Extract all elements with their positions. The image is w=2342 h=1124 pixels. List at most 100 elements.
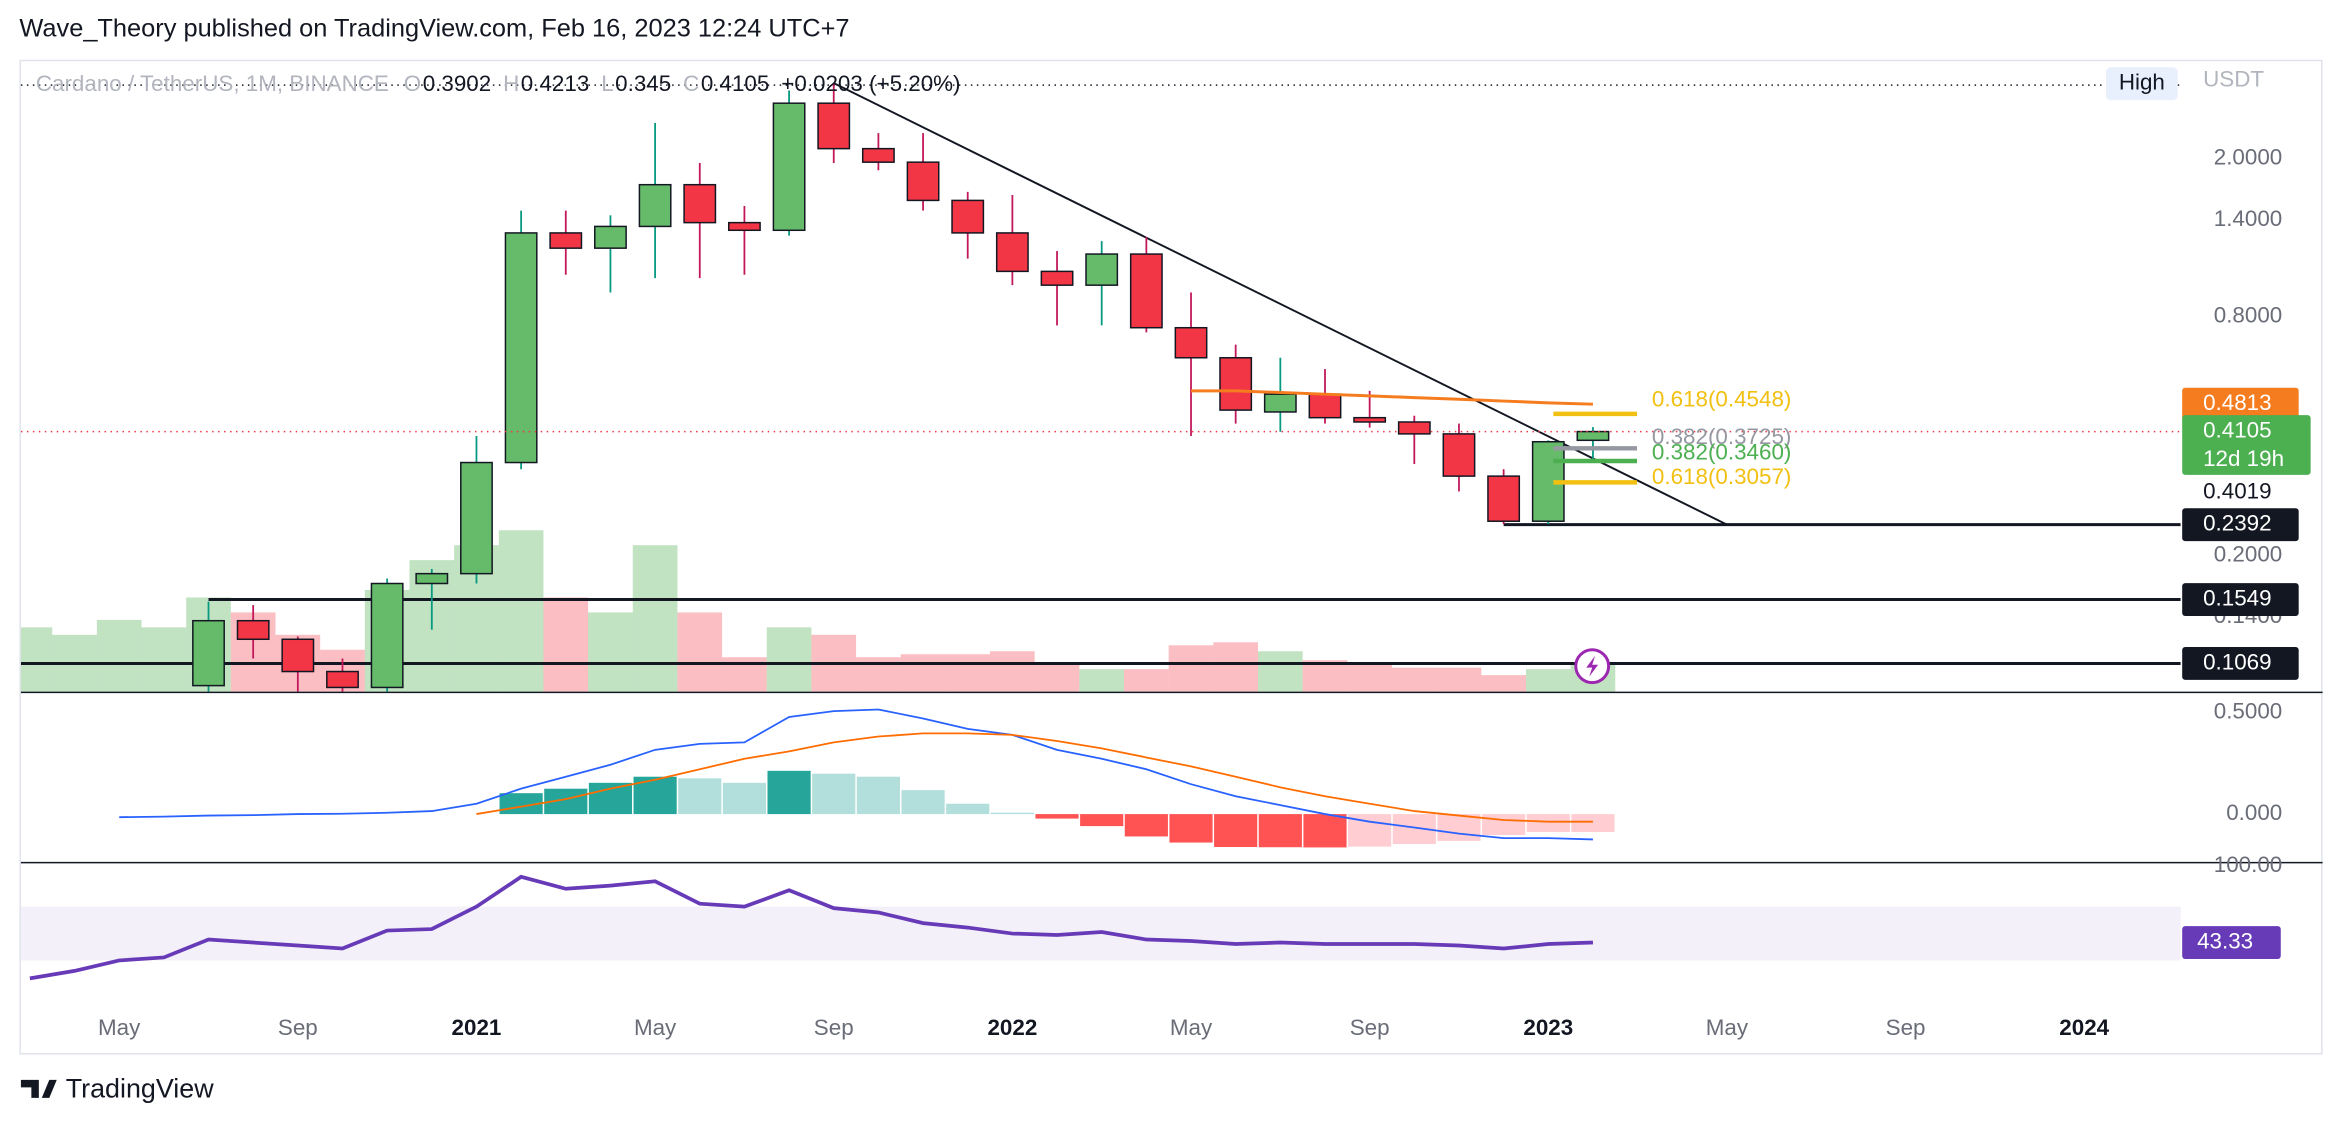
candle-body [415,572,449,585]
price-marker-label: 0.4019 [2203,479,2271,504]
candle-body [1308,393,1342,419]
scale-button[interactable] [2106,67,2178,101]
macd-histogram-bar [990,812,1034,815]
candle-body [683,183,717,224]
macd-histogram-bar [1571,814,1615,832]
volume-bar [1168,645,1214,692]
level-label-bg [2182,647,2299,680]
rsi-line [29,874,1594,981]
volume-bar [990,651,1035,692]
candle-body [1129,253,1163,329]
candle-body [638,183,672,228]
legend-item: 0.3902 [423,71,491,96]
price-label-bg [2182,415,2311,475]
volume-bar [1079,669,1125,692]
macd-histogram-bar [901,790,945,815]
countdown-label: 12d 19h [2203,446,2284,471]
candle-body [1576,430,1610,442]
candle-body [370,582,404,689]
candle-body [1487,475,1521,522]
volume-bar [1525,669,1571,692]
candle-body [772,102,806,232]
candle-body [504,232,538,464]
volume-bar [1213,642,1259,692]
x-tick-label: May [1170,1015,1213,1040]
macd-histogram-bar [1214,814,1258,848]
x-tick-label: Sep [1886,1015,1926,1040]
legend: Cardano / TetherUS, 1M, BINANCE O 0.3902 H 0… [36,71,961,96]
volume-bar [20,627,53,692]
ma-line [1191,389,1593,406]
level-label: 0.1549 [2203,585,2271,610]
candle-body [1219,357,1253,411]
macd-histogram-bar [1124,814,1168,837]
logo-icon [20,1079,57,1098]
x-tick-label: 2022 [987,1015,1037,1040]
header: Wave_Theory published on TradingView.com… [19,15,849,43]
legend-item: 0.4105 [701,71,769,96]
legend-item: H [503,71,519,96]
macd-histogram-bar [946,803,990,815]
axis-layer: 2.00001.40000.80000.20000.14000.48130.41… [98,145,2311,1040]
volume-bar [632,545,678,692]
macd-histogram-bar [588,782,633,815]
fib-label: 0.382(0.3725) [1652,424,1791,449]
scale-button-label[interactable]: High [2119,70,2165,95]
volume-bar [1302,660,1348,692]
rsi-tick-label: 100.00 [2214,852,2282,877]
legend-item: 0.4213 [521,71,589,96]
macd-layer [119,708,1615,848]
x-tick-label: May [1706,1015,1749,1040]
volume-layer [20,530,1616,692]
y-tick-label: 1.4000 [2214,206,2282,231]
volume-bar [766,627,812,692]
volume-bar [1481,675,1526,692]
macd-histogram-bar [1303,814,1347,848]
level-label: 0.2392 [2203,511,2271,536]
candle-body [906,161,940,202]
x-tick-label: May [98,1015,141,1040]
macd-tick-label: 0.000 [2226,800,2282,825]
volume-bar [900,654,946,692]
candle-body [1085,253,1119,286]
rsi-layer [20,874,2181,981]
level-label: 0.1069 [2203,649,2271,674]
price-label: 0.4105 [2203,417,2271,442]
candle-body [1040,270,1074,286]
y-tick-label: 2.0000 [2214,145,2282,170]
fib-label: 0.618(0.3057) [1652,464,1791,489]
x-tick-label: May [634,1015,677,1040]
candle-body [861,147,895,163]
y-tick-label: 0.2000 [2214,541,2282,566]
x-tick-label: 2021 [452,1015,502,1040]
volume-bar [1436,667,1482,692]
macd-histogram-bar [1258,814,1302,848]
fib-label: 0.382(0.3460) [1652,439,1791,464]
candle-body [1263,393,1297,413]
x-tick-label: Sep [1350,1015,1390,1040]
price-layer [20,82,2181,692]
volume-bar [1034,664,1080,692]
candle-body [281,638,315,673]
volume-bar [498,530,544,692]
volume-bar [1347,664,1392,692]
volume-bar [1124,669,1169,692]
macd-histogram-bar [1080,814,1124,827]
macd-histogram-bar [1035,814,1079,819]
candle-body [1353,416,1387,423]
legend-item: 0.345 [615,71,671,96]
currency-label: USDT [2203,67,2264,92]
candle-body [817,102,851,150]
macd-line [119,708,1593,841]
candle-body [1442,433,1476,477]
legend-item: O [404,71,421,96]
level-label-bg [2182,583,2299,616]
fib-label: 0.618(0.4548) [1652,386,1791,411]
candle-body [460,461,493,575]
volume-bar [543,597,589,692]
volume-bar [1391,667,1437,692]
x-tick-label: 2023 [1523,1015,1573,1040]
volume-bar [141,627,187,692]
